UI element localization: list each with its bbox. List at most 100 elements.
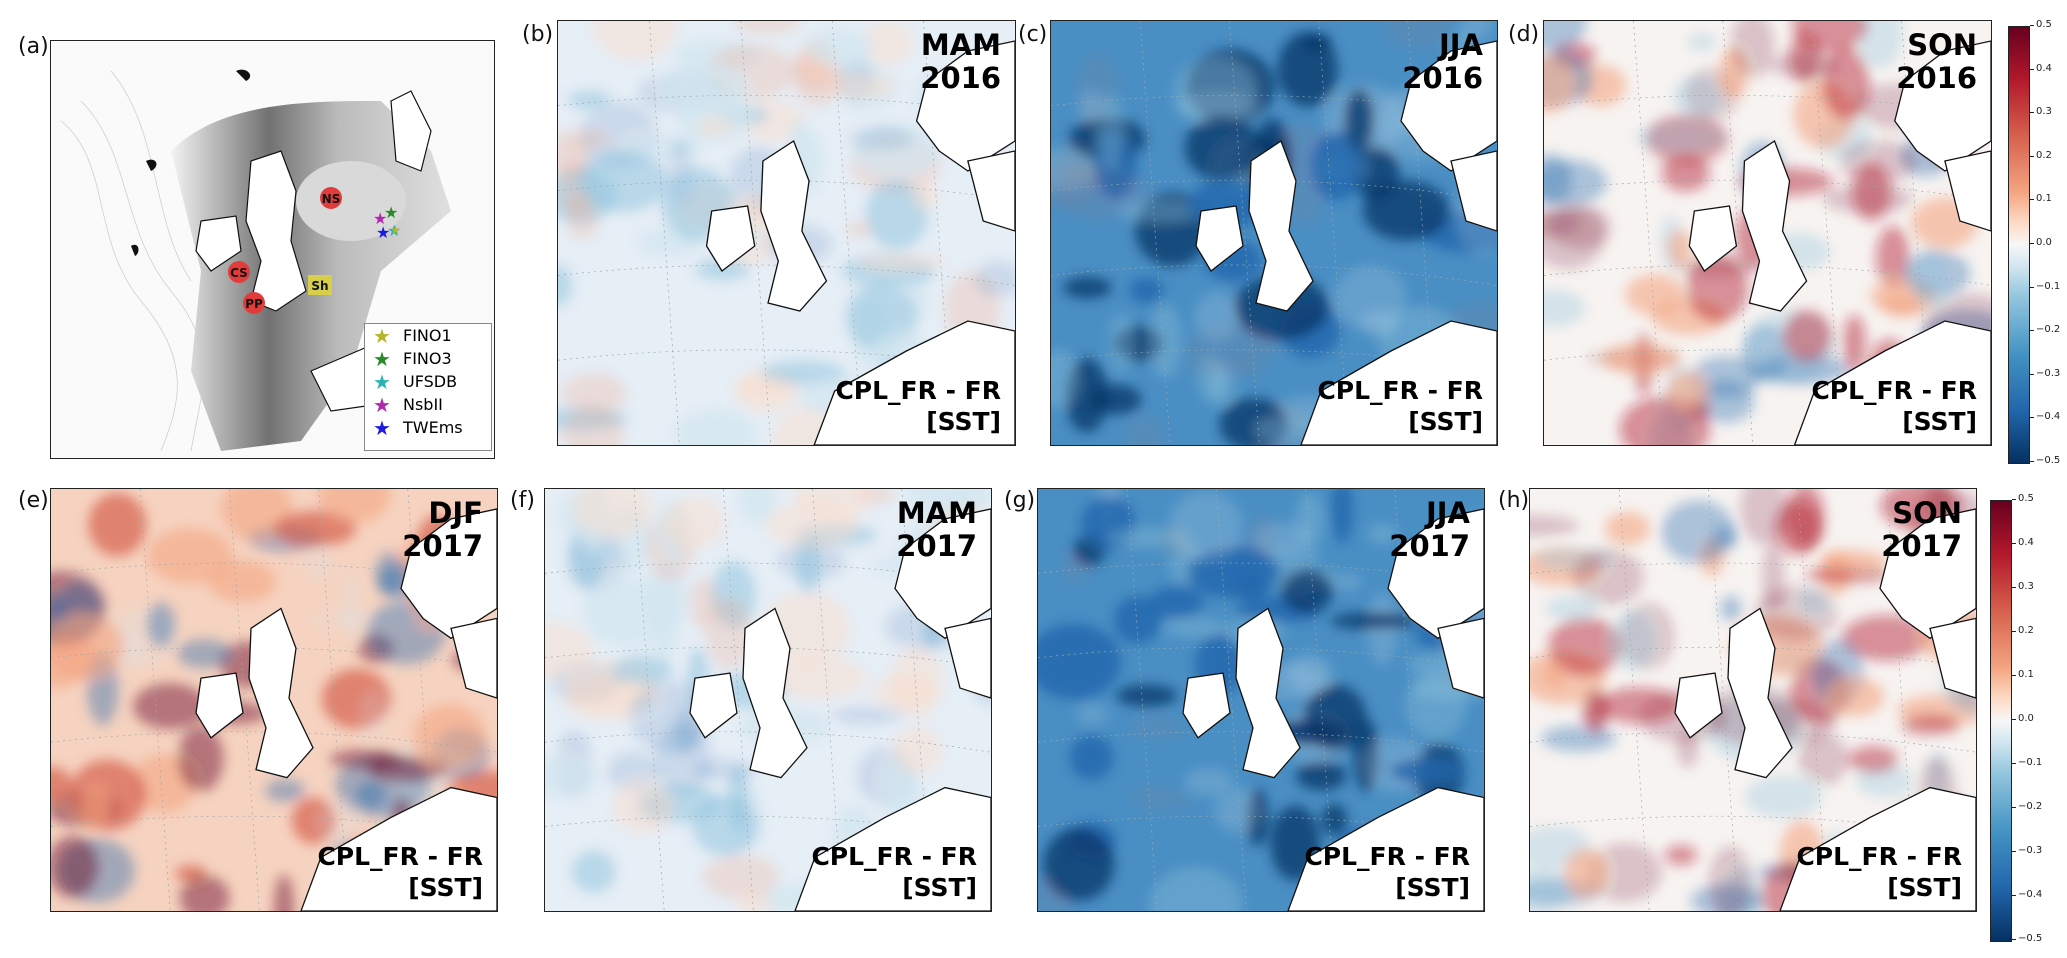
anomaly-patch	[1334, 265, 1407, 330]
anomaly-patch	[118, 626, 143, 671]
anomaly-patch	[274, 510, 356, 547]
anomaly-patch	[1673, 75, 1722, 119]
anomaly-patch	[577, 150, 668, 212]
anomaly-patch	[1542, 662, 1567, 688]
anomaly-patch	[692, 759, 757, 782]
anomaly-patch	[1149, 586, 1204, 618]
season-title: SON 2017	[1881, 496, 1962, 563]
anomaly-patch	[1798, 588, 1830, 615]
anomaly-patch	[1901, 714, 1960, 736]
anomaly-patch	[974, 261, 1015, 298]
anomaly-patch	[1115, 684, 1178, 707]
anomaly-patch	[359, 689, 388, 740]
anomaly-patch	[545, 622, 593, 680]
anomaly-patch	[736, 376, 791, 398]
anomaly-patch	[208, 560, 277, 603]
land-mass	[1929, 617, 1976, 699]
graticule-line	[1305, 489, 1336, 911]
anomaly-patch	[1604, 511, 1651, 546]
anomaly-patch	[1069, 734, 1114, 781]
anomaly-patch	[318, 489, 391, 524]
sst-anomaly-field	[1051, 21, 1497, 445]
anomaly-patch	[738, 890, 772, 911]
legend-label: TWEms	[403, 418, 463, 437]
anomaly-patch	[1128, 277, 1164, 304]
anomaly-patch	[1544, 202, 1605, 270]
colorbar-tick-label: 0.1	[2030, 193, 2052, 205]
anomaly-patch	[1708, 846, 1752, 911]
legend-item: ★ FINO1	[365, 324, 491, 348]
graticule-line	[407, 489, 439, 911]
anomaly-patch	[1214, 788, 1260, 833]
graticule-line	[558, 95, 1015, 117]
graticule-line	[1139, 21, 1171, 445]
colorbar-tick-label: 0.2	[2012, 625, 2034, 636]
panel-letter-f: (f)	[510, 488, 535, 513]
anomaly-patch	[1362, 180, 1450, 241]
anomaly-patch	[1183, 324, 1277, 370]
anomaly-patch	[1310, 131, 1364, 202]
colorbar-tick-label: −0.3	[2029, 367, 2061, 379]
land-mass	[1793, 320, 1991, 445]
anomaly-patch	[1841, 615, 1932, 661]
difference-label: CPL_FR - FR [SST]	[835, 376, 1001, 436]
graticule-line	[318, 489, 349, 911]
land-mass	[944, 617, 991, 699]
legend-item: ★ UFSDB	[365, 370, 491, 394]
graticule-line	[1544, 95, 1991, 117]
anomaly-patch	[1051, 349, 1078, 409]
colorbar-tick-label: −0.1	[2029, 280, 2061, 292]
anomaly-patch	[561, 373, 627, 414]
anomaly-patch	[1062, 276, 1112, 299]
anomaly-patch	[1667, 371, 1707, 411]
site-marker-cs	[228, 261, 250, 283]
anomaly-patch	[856, 254, 946, 272]
graticule-line	[139, 489, 171, 911]
anomaly-patch	[1149, 867, 1243, 911]
anomaly-patch	[1544, 21, 1587, 52]
graticule-line	[1530, 815, 1976, 837]
graticule-line	[1722, 21, 1754, 445]
anomaly-patch	[1544, 56, 1576, 113]
star-icon: ★	[373, 415, 391, 440]
anomaly-patch	[265, 779, 306, 803]
colorbar-tick-label: 0.0	[2012, 713, 2034, 724]
land-mass	[1182, 672, 1231, 739]
panel-letter-d: (d)	[1508, 22, 1540, 47]
colorbar-tick-label: 0.4	[2030, 62, 2052, 74]
anomaly-patch	[51, 766, 73, 804]
anomaly-patch	[872, 676, 936, 708]
anomaly-patch	[88, 493, 147, 557]
anomaly-patch	[1745, 775, 1822, 818]
graticule-line	[558, 349, 1015, 371]
sst-map-b: MAM 2016 CPL_FR - FR [SST]	[557, 20, 1016, 446]
difference-label: CPL_FR - FR [SST]	[1796, 842, 1962, 902]
graticule-line	[1811, 21, 1843, 445]
station-legend: ★ FINO1 ★ FINO3 ★ UFSDB ★ NsbII ★ TWEms	[364, 323, 492, 451]
anomaly-patch	[1586, 843, 1662, 902]
anomaly-patch	[1343, 88, 1375, 151]
sst-anomaly-field	[1530, 489, 1976, 911]
graticule-line	[1544, 349, 1991, 371]
anomaly-patch	[1880, 294, 1926, 318]
legend-label: NsbII	[403, 395, 443, 414]
anomaly-patch	[572, 850, 616, 893]
graticule-line	[51, 815, 497, 837]
colorbar-tick-label: 0.5	[2012, 493, 2034, 504]
anomaly-patch	[1851, 162, 1892, 221]
anomaly-patch	[1564, 848, 1608, 898]
graticule-line	[1318, 21, 1349, 445]
anomaly-patch	[1336, 573, 1362, 591]
anomaly-patch	[911, 181, 939, 211]
anomaly-patch	[176, 639, 233, 669]
sst-anomaly-field	[1544, 21, 1991, 445]
sst-map-e: DJF 2017 CPL_FR - FR [SST]	[50, 488, 498, 912]
anomaly-patch	[1609, 610, 1656, 670]
anomaly-patch	[1530, 866, 1571, 911]
anomaly-patch	[1108, 313, 1134, 372]
anomaly-patch	[1174, 56, 1257, 125]
legend-label: FINO1	[403, 326, 452, 345]
anomaly-patch	[69, 759, 147, 831]
season-title: SON 2016	[1896, 28, 1977, 95]
bathymetry-map: NS CS PP Sh ★ ★ ★ ★ ★	[50, 40, 495, 459]
